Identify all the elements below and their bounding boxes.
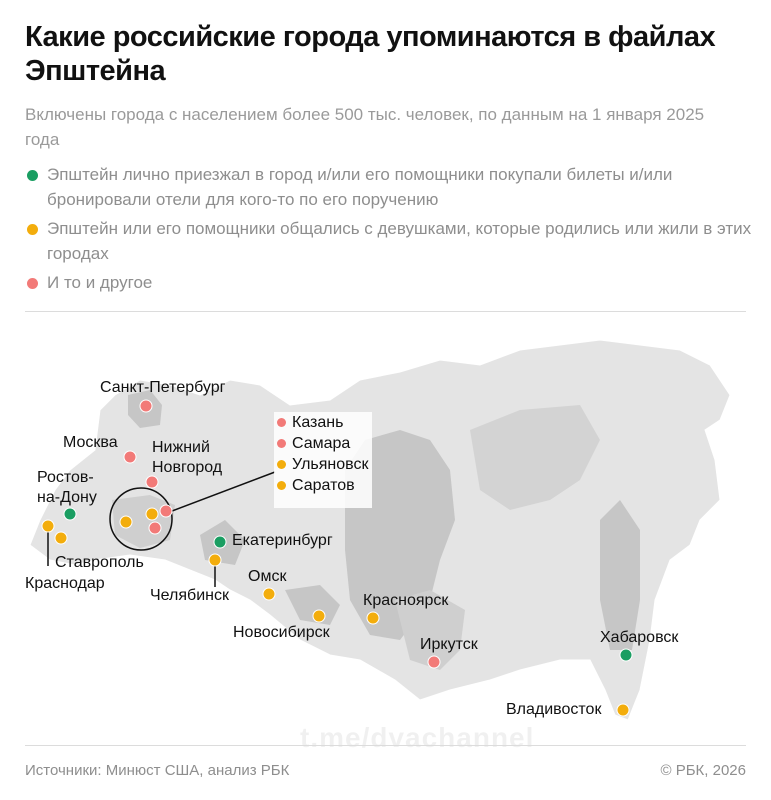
inset-item: Самара	[274, 433, 372, 454]
zoom-connector	[171, 471, 276, 512]
green-dot-icon	[27, 170, 38, 181]
city-dot-spb	[139, 399, 153, 413]
legend: Эпштейн лично приезжал в город и/или его…	[25, 162, 755, 299]
page-title: Какие российские города упоминаются в фа…	[25, 21, 716, 87]
copyright: © РБК, 2026	[660, 762, 746, 779]
legend-item-girls: Эпштейн или его помощники общались с дев…	[25, 216, 755, 266]
watermark: t.me/dvachannel	[300, 722, 535, 753]
city-dot-yekaterinburg	[213, 535, 227, 549]
yellow-dot-icon	[27, 224, 38, 235]
city-dot-irkutsk	[427, 655, 441, 669]
city-dot-kazan	[159, 504, 173, 518]
city-dot-ulyanovsk	[145, 507, 159, 521]
yellow-dot-icon	[277, 460, 286, 469]
legend-item-visited: Эпштейн лично приезжал в город и/или его…	[25, 162, 755, 212]
city-dot-novosibirsk	[312, 609, 326, 623]
city-dot-nizhny	[145, 475, 159, 489]
city-label: Челябинск	[150, 587, 229, 604]
city-dot-krasnoyarsk	[366, 611, 380, 625]
zoom-inset-legend: Казань Самара Ульяновск Саратов	[274, 412, 372, 508]
region-volga	[112, 495, 175, 548]
city-label: Хабаровск	[600, 629, 679, 646]
red-dot-icon	[277, 439, 286, 448]
city-label: Владивосток	[506, 701, 602, 718]
yellow-dot-icon	[277, 481, 286, 490]
city-label: Краснодар	[25, 575, 105, 592]
city-dot-saratov	[119, 515, 133, 529]
city-label: Екатеринбург	[232, 532, 333, 549]
city-label: Ставрополь	[55, 554, 144, 571]
city-dot-chelyabinsk	[208, 553, 222, 567]
city-label: Омск	[248, 568, 287, 585]
city-dot-omsk	[262, 587, 276, 601]
red-dot-icon	[277, 418, 286, 427]
city-label: Казань	[292, 414, 344, 431]
city-label: Ростов-на-Дону	[37, 469, 97, 506]
city-dot-stavropol	[54, 531, 68, 545]
divider	[25, 311, 746, 312]
city-dot-samara	[148, 521, 162, 535]
region-irkutsk	[395, 590, 465, 670]
city-label: Самара	[292, 435, 351, 452]
city-dot-rostov	[63, 507, 77, 521]
legend-label: И то и другое	[47, 273, 153, 292]
city-label: Санкт-Петербург	[100, 379, 226, 396]
inset-item: Ульяновск	[274, 454, 372, 475]
subtitle: Включены города с населением более 500 т…	[25, 105, 705, 149]
city-dot-khabarovsk	[619, 648, 633, 662]
region-yakutia	[470, 405, 600, 510]
city-label: Саратов	[292, 477, 355, 494]
region-novosibirsk	[285, 585, 340, 625]
city-label: Нижний Новгород	[152, 439, 223, 476]
region-khabarovsk	[600, 500, 640, 650]
city-label: Иркутск	[420, 636, 478, 653]
city-label: Новосибирск	[233, 624, 330, 641]
city-label: Москва	[63, 434, 118, 451]
city-dot-krasnodar	[41, 519, 55, 533]
legend-item-both: И то и другое	[25, 270, 755, 295]
legend-label: Эпштейн лично приезжал в город и/или его…	[47, 165, 673, 209]
divider	[25, 745, 746, 746]
city-dot-moscow	[123, 450, 137, 464]
city-label: Красноярск	[363, 592, 449, 609]
city-dot-vladivostok	[616, 703, 630, 717]
inset-item: Саратов	[274, 475, 372, 496]
source-note: Источники: Минюст США, анализ РБК	[25, 762, 290, 779]
inset-item: Казань	[274, 412, 372, 433]
red-dot-icon	[27, 278, 38, 289]
region-krasnoyarsk	[345, 430, 455, 640]
zoom-circle	[109, 487, 173, 551]
legend-label: Эпштейн или его помощники общались с дев…	[47, 219, 752, 263]
city-label: Ульяновск	[292, 456, 369, 473]
